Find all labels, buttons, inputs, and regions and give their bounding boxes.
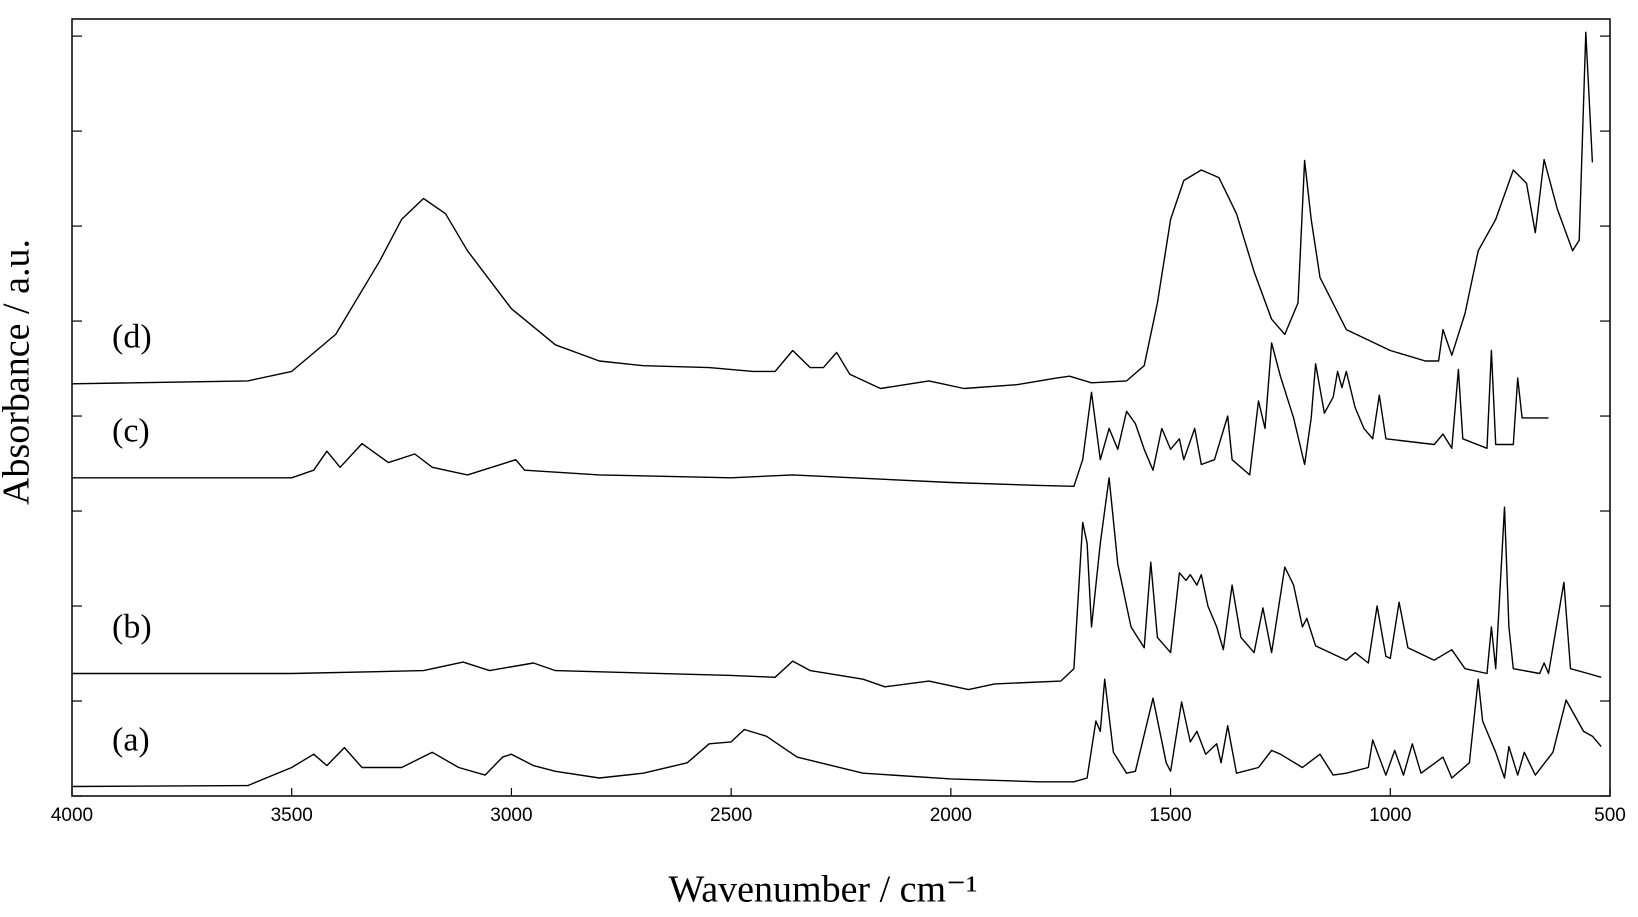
series-label: (c) <box>112 413 150 450</box>
y-axis-label: Absorbance / a.u. <box>0 239 38 505</box>
series-label: (b) <box>112 608 152 645</box>
x-tick-label: 1000 <box>1369 805 1411 826</box>
x-axis-label: Wavenumber / cm⁻¹ <box>668 869 977 911</box>
series-label: (d) <box>112 319 152 356</box>
spectrum-line <box>71 31 1594 390</box>
x-tick-label: 1500 <box>1149 805 1191 826</box>
x-tick-label: 3500 <box>271 805 313 826</box>
x-tick-label: 500 <box>1594 805 1626 826</box>
x-tick-label: 4000 <box>51 805 93 826</box>
spectrum-line <box>72 477 1602 691</box>
x-tick-label: 3000 <box>490 805 532 826</box>
series-label: (a) <box>112 721 150 758</box>
spectrum-line <box>71 678 1602 788</box>
plot-frame <box>71 18 1611 797</box>
spectrum-line <box>72 342 1549 487</box>
x-tick-label: 2500 <box>710 805 752 826</box>
x-tick-label: 2000 <box>930 805 972 826</box>
